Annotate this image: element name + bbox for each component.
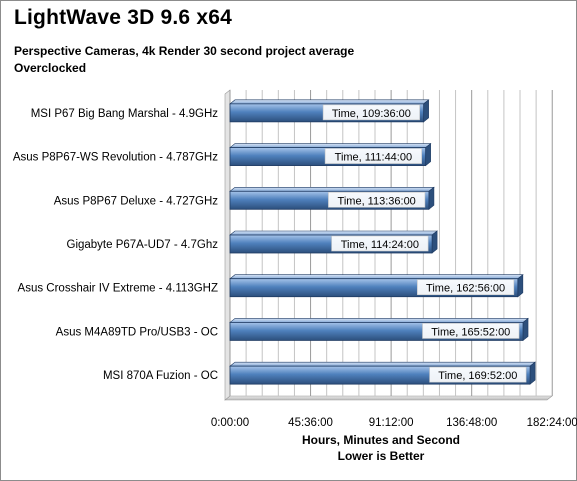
bar-top-face [229, 318, 529, 323]
category-label: Asus P8P67 Deluxe - 4.727GHz [54, 195, 219, 207]
bar-end-face [425, 142, 431, 167]
chart-floor [224, 395, 553, 401]
data-label-box [324, 148, 422, 164]
data-label: Time, 113:36:00 [338, 195, 416, 207]
x-tick-label: 45:36:00 [288, 417, 333, 429]
x-tick-label: 91:12:00 [369, 417, 414, 429]
data-label-box [422, 323, 520, 339]
bar-end-face [431, 230, 438, 254]
data-label-box [322, 104, 420, 121]
bar-end-face [522, 317, 529, 342]
bar-end-face [428, 186, 435, 210]
data-label-box [429, 366, 527, 383]
data-label-box [417, 279, 515, 296]
x-tick-label: 136:48:00 [446, 417, 497, 429]
x-axis-subtitle: Lower is Better [338, 449, 425, 463]
bar-end-face [517, 274, 524, 298]
data-label: Time, 111:44:00 [335, 152, 412, 164]
data-label: Time, 109:36:00 [332, 108, 411, 120]
chart-wall [224, 89, 231, 401]
bar-top-face [229, 361, 536, 367]
x-axis-title: Hours, Minutes and Second [302, 433, 460, 447]
data-label: Time, 165:52:00 [431, 326, 510, 338]
category-label: Asus M4A89TD Pro/USB3 - OC [56, 326, 218, 338]
bar-end-face [529, 361, 536, 385]
category-label: MSI 870A Fuzion - OC [103, 370, 218, 382]
bar-end-face [423, 99, 429, 123]
category-label: Gigabyte P67A-UD7 - 4.7Ghz [67, 239, 219, 251]
data-label: Time, 162:56:00 [426, 283, 505, 295]
category-label: Asus Crosshair IV Extreme - 4.113GHZ [18, 283, 218, 295]
data-label-box [331, 235, 429, 252]
x-tick-label: 182:24:00 [527, 417, 577, 429]
category-label: MSI P67 Big Bang Marshal - 4.9GHz [31, 108, 219, 120]
data-label: Time, 114:24:00 [341, 239, 419, 251]
x-tick-label: 0:00:00 [211, 417, 249, 429]
bar-top-face [229, 274, 524, 280]
chart-subtitle-line-1: Perspective Cameras, 4k Render 30 second… [14, 44, 355, 58]
bar-top-face [229, 143, 432, 148]
data-label-box [328, 191, 426, 208]
category-label: Asus P8P67-WS Revolution - 4.787GHz [13, 152, 218, 164]
bar-top-face [229, 99, 430, 105]
bar-top-face [229, 186, 435, 192]
data-label: Time, 169:52:00 [438, 370, 517, 382]
chart-title: LightWave 3D 9.6 x64 [14, 6, 232, 29]
chart-subtitle-line-2: Overclocked [14, 61, 87, 75]
bar-top-face [229, 230, 438, 236]
